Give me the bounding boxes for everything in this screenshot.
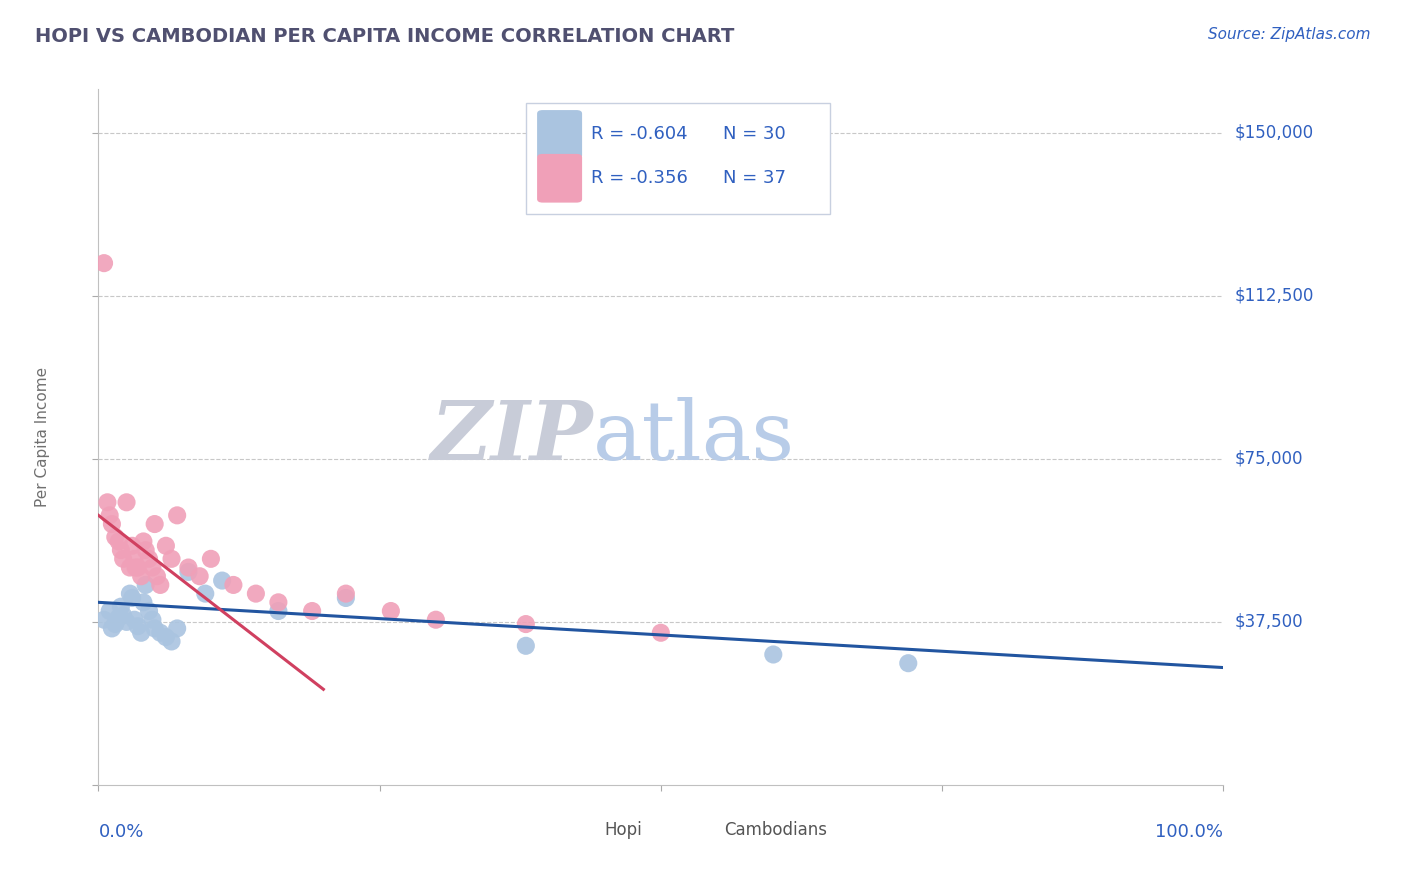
Point: [762, 648, 785, 662]
Point: [118, 587, 141, 601]
Point: [93, 256, 115, 270]
Point: [129, 625, 152, 640]
Text: Hopi: Hopi: [605, 822, 643, 839]
Point: [96, 495, 118, 509]
Point: [101, 516, 124, 531]
Point: [177, 565, 200, 579]
Point: [335, 591, 357, 605]
Point: [135, 543, 157, 558]
Point: [110, 543, 132, 558]
Text: $150,000: $150,000: [1234, 124, 1313, 142]
Point: [177, 560, 200, 574]
Point: [267, 595, 290, 609]
Point: [335, 587, 357, 601]
Point: [380, 604, 402, 618]
Point: [149, 578, 172, 592]
Point: [141, 613, 163, 627]
Point: [110, 599, 132, 614]
Point: [127, 619, 149, 633]
Point: [301, 604, 323, 618]
FancyBboxPatch shape: [692, 818, 720, 843]
Point: [104, 530, 127, 544]
Point: [115, 495, 138, 509]
Point: [98, 604, 121, 618]
Point: [101, 621, 124, 635]
Point: [194, 587, 217, 601]
Point: [138, 604, 160, 618]
Point: [200, 551, 222, 566]
Point: [107, 610, 129, 624]
Point: [650, 625, 672, 640]
Point: [166, 508, 188, 523]
Text: 100.0%: 100.0%: [1156, 823, 1223, 841]
Point: [267, 604, 290, 618]
Point: [115, 615, 138, 629]
Text: R = -0.604: R = -0.604: [591, 126, 688, 144]
Text: Source: ZipAtlas.com: Source: ZipAtlas.com: [1208, 27, 1371, 42]
Point: [112, 551, 135, 566]
Text: Cambodians: Cambodians: [724, 822, 827, 839]
Point: [124, 613, 146, 627]
Point: [897, 657, 920, 671]
Text: $75,000: $75,000: [1234, 450, 1303, 467]
Point: [98, 508, 121, 523]
Point: [211, 574, 233, 588]
Point: [132, 595, 155, 609]
Text: Per Capita Income: Per Capita Income: [35, 367, 49, 508]
Point: [138, 551, 160, 566]
Point: [166, 621, 188, 635]
Point: [245, 587, 267, 601]
FancyBboxPatch shape: [537, 110, 582, 159]
Point: [93, 613, 115, 627]
Point: [141, 560, 163, 574]
Point: [121, 591, 143, 605]
Text: 0.0%: 0.0%: [98, 823, 143, 841]
Point: [124, 551, 146, 566]
Point: [188, 569, 211, 583]
Point: [104, 617, 127, 632]
FancyBboxPatch shape: [526, 103, 830, 214]
Text: $37,500: $37,500: [1234, 613, 1303, 631]
Point: [112, 608, 135, 623]
Point: [135, 578, 157, 592]
Text: atlas: atlas: [593, 397, 796, 477]
Point: [425, 613, 447, 627]
Point: [155, 539, 177, 553]
FancyBboxPatch shape: [574, 818, 602, 843]
Point: [146, 569, 169, 583]
Text: R = -0.356: R = -0.356: [591, 169, 688, 187]
Point: [515, 617, 537, 632]
FancyBboxPatch shape: [537, 154, 582, 202]
Point: [127, 560, 149, 574]
Point: [132, 534, 155, 549]
Point: [107, 534, 129, 549]
Text: N = 37: N = 37: [723, 169, 786, 187]
Point: [160, 551, 183, 566]
Point: [124, 560, 146, 574]
Point: [129, 569, 152, 583]
Point: [143, 621, 166, 635]
Text: HOPI VS CAMBODIAN PER CAPITA INCOME CORRELATION CHART: HOPI VS CAMBODIAN PER CAPITA INCOME CORR…: [35, 27, 734, 45]
Point: [222, 578, 245, 592]
Point: [143, 516, 166, 531]
Point: [160, 634, 183, 648]
Point: [149, 625, 172, 640]
Text: $112,500: $112,500: [1234, 286, 1313, 305]
Point: [155, 630, 177, 644]
Text: N = 30: N = 30: [723, 126, 786, 144]
Point: [118, 560, 141, 574]
Point: [121, 539, 143, 553]
Text: ZIP: ZIP: [430, 397, 593, 477]
Point: [515, 639, 537, 653]
